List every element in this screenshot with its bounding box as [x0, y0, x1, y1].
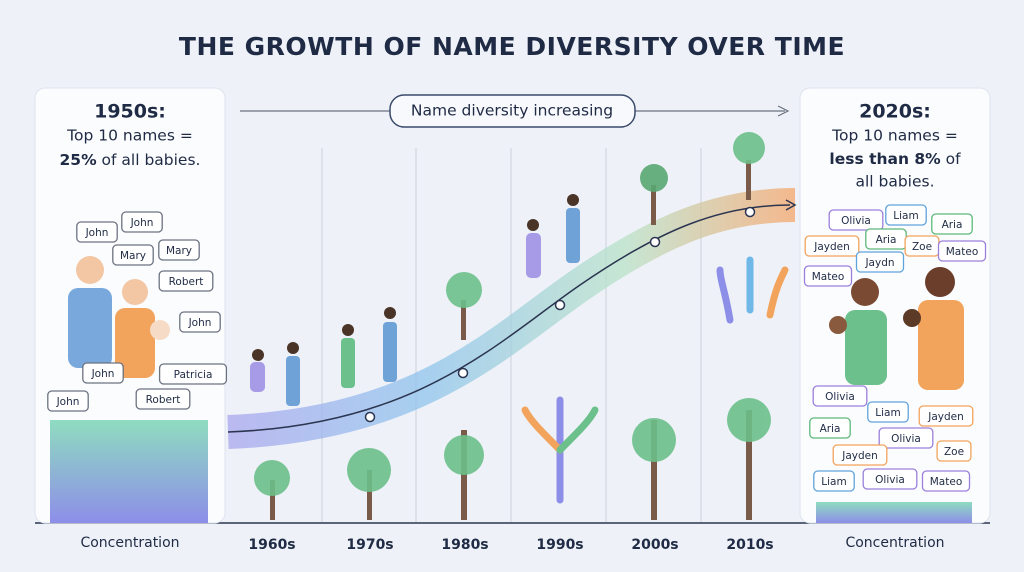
name-label: Robert: [169, 276, 204, 288]
name-bubble: [158, 270, 214, 292]
arrow-head: [777, 105, 790, 117]
name-bubble: [803, 265, 853, 287]
name-bubble: [828, 209, 884, 231]
right-rest: of: [946, 150, 961, 168]
name-bubble: [862, 468, 918, 490]
banner-label: Name diversity increasing: [411, 102, 613, 120]
name-bubble: [82, 362, 124, 384]
right-line: less than 8% of: [829, 150, 961, 168]
right-bar: [816, 502, 972, 523]
left-highlight: 25%: [60, 151, 98, 169]
name-bubble: [809, 417, 851, 439]
name-bubble: [931, 213, 973, 235]
name-label: Aria: [942, 219, 963, 231]
milestones: [364, 206, 756, 423]
name-label: Liam: [875, 407, 900, 419]
name-bubble: [112, 244, 154, 266]
name-label: Olivia: [841, 215, 871, 227]
name-label: Mateo: [930, 476, 963, 488]
name-label: Mateo: [946, 246, 979, 258]
name-bubble: [813, 470, 855, 492]
right-highlight: less than 8%: [829, 150, 941, 168]
name-label: Jayden: [927, 411, 964, 423]
name-label: John: [85, 227, 109, 239]
right-line: Top 10 names =: [831, 127, 958, 145]
name-label: Robert: [146, 394, 181, 406]
right-footer: Concentration: [845, 535, 944, 551]
left-line: 25% of all babies.: [60, 151, 201, 169]
decade-label: 1990s: [536, 537, 583, 553]
growth-line: [227, 204, 791, 433]
decade-label: 1970s: [346, 537, 393, 553]
decade-label: 2010s: [726, 537, 773, 553]
name-label: John: [130, 217, 154, 229]
name-label: Aria: [820, 423, 841, 435]
right-family: [829, 267, 964, 390]
name-bubble: [121, 211, 163, 233]
left-heading: 1950s:: [94, 101, 166, 123]
name-label: Patricia: [174, 369, 213, 381]
name-label: Olivia: [891, 433, 921, 445]
title: THE GROWTH OF NAME DIVERSITY OVER TIME: [179, 32, 845, 61]
name-bubble: [158, 363, 228, 385]
name-bubble: [921, 470, 971, 492]
name-label: Liam: [893, 210, 918, 222]
decade-label: 1980s: [441, 537, 488, 553]
left-bar: [50, 420, 208, 523]
name-label: Zoe: [944, 446, 964, 458]
name-label: Mary: [120, 250, 146, 262]
name-bubble: [832, 444, 888, 466]
name-label: Jaydn: [864, 257, 894, 269]
left-line: Top 10 names =: [66, 127, 193, 145]
name-label: Jayden: [813, 241, 850, 253]
name-bubble: [918, 405, 974, 427]
name-label: John: [188, 317, 212, 329]
left-footer: Concentration: [80, 535, 179, 551]
growth-arrow: [785, 199, 797, 211]
name-bubble: [135, 388, 191, 410]
trees: [254, 132, 771, 520]
name-bubble: [812, 385, 868, 407]
name-bubble: [855, 251, 905, 273]
name-label: Olivia: [875, 474, 905, 486]
name-bubble: [158, 239, 200, 261]
name-bubble: [179, 311, 221, 333]
name-label: John: [56, 396, 80, 408]
left-family: [68, 256, 170, 378]
name-bubble: [76, 221, 118, 243]
name-bubble: [47, 390, 89, 412]
name-bubble: [867, 401, 909, 423]
fork-arrows: [521, 256, 789, 504]
name-bubble: [804, 235, 860, 257]
name-label: Jayden: [841, 450, 878, 462]
banner: [389, 94, 636, 128]
decade-label: 2000s: [631, 537, 678, 553]
name-label: Liam: [821, 476, 846, 488]
name-bubble: [878, 427, 934, 449]
right-heading: 2020s:: [859, 101, 931, 123]
name-label: Olivia: [825, 391, 855, 403]
name-bubble: [937, 240, 987, 262]
left-rest: of all babies.: [102, 151, 201, 169]
name-label: Mary: [166, 245, 192, 257]
name-bubble: [885, 204, 927, 226]
name-label: Aria: [876, 234, 897, 246]
name-label: Mateo: [812, 271, 845, 283]
name-label: John: [91, 368, 115, 380]
people: [250, 194, 580, 406]
right-line: all babies.: [855, 173, 934, 191]
name-label: Zoe: [912, 241, 932, 253]
name-bubble: [936, 440, 972, 462]
decade-label: 1960s: [248, 537, 295, 553]
